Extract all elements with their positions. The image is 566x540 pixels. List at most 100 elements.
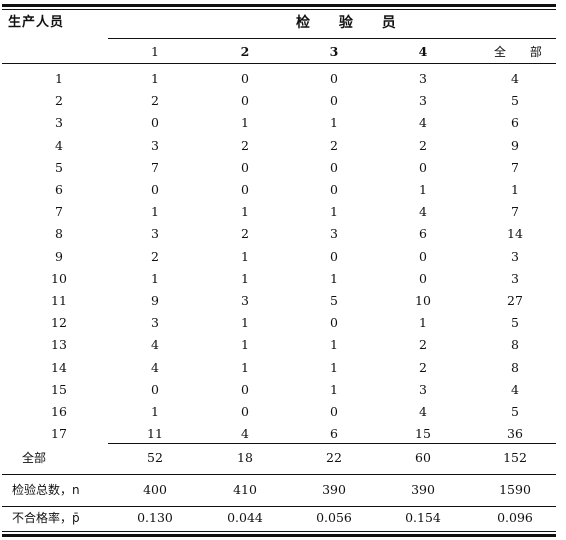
- header-rule: [2, 63, 556, 64]
- row-label: 3: [55, 115, 63, 130]
- table-cell: 4: [151, 360, 159, 375]
- summary-label: 检验总数，n: [12, 483, 80, 497]
- row-label: 15: [51, 382, 67, 397]
- table-cell: 1: [330, 115, 338, 130]
- table-cell: 0: [241, 404, 249, 419]
- table-cell: 1: [330, 382, 338, 397]
- summary-cell: 0.154: [405, 510, 441, 525]
- summary-rule: [2, 506, 556, 507]
- table-cell: 0: [330, 404, 338, 419]
- table-cell: 0: [419, 160, 427, 175]
- table-cell: 27: [507, 293, 523, 308]
- row-label: 12: [51, 315, 67, 330]
- table-cell: 6: [419, 226, 427, 241]
- row-label: 11: [51, 293, 67, 308]
- table-cell: 3: [419, 93, 427, 108]
- table-cell: 1: [330, 337, 338, 352]
- summary-cell: 1590: [499, 482, 531, 497]
- summary-cell: 0.044: [227, 510, 263, 525]
- table-cell: 3: [330, 226, 338, 241]
- row-label: 7: [55, 204, 63, 219]
- row-header-label: 生产人员: [8, 15, 65, 30]
- totals-rule: [108, 443, 556, 444]
- group-header-label: 检 验 员: [296, 15, 408, 31]
- table-cell: 2: [241, 138, 249, 153]
- table-cell: 4: [419, 115, 427, 130]
- table-cell: 3: [419, 71, 427, 86]
- table-cell: 36: [507, 426, 523, 441]
- table-cell: 0: [330, 93, 338, 108]
- summary-cell: 410: [233, 482, 257, 497]
- table-cell: 3: [511, 271, 519, 286]
- table-cell: 5: [330, 293, 338, 308]
- table-cell: 1: [330, 204, 338, 219]
- table-cell: 1: [241, 271, 249, 286]
- row-label: 6: [55, 182, 63, 197]
- table-cell: 0: [241, 160, 249, 175]
- table-cell: 1: [241, 315, 249, 330]
- row-label: 13: [51, 337, 67, 352]
- table-cell: 0: [151, 182, 159, 197]
- table-cell: 0: [241, 93, 249, 108]
- row-label: 1: [55, 71, 63, 86]
- table-cell: 3: [419, 382, 427, 397]
- table-cell: 1: [151, 204, 159, 219]
- table-cell: 0: [419, 249, 427, 264]
- table-cell: 0: [241, 71, 249, 86]
- table-cell: 0: [330, 315, 338, 330]
- table-cell: 0: [241, 182, 249, 197]
- row-label: 10: [51, 271, 67, 286]
- summary-label: 不合格率，p̄: [12, 511, 80, 525]
- table-cell: 5: [511, 404, 519, 419]
- bottom-rule-upper: [2, 531, 556, 532]
- row-label: 2: [55, 93, 63, 108]
- table-cell: 4: [419, 204, 427, 219]
- top-rule-secondary: [2, 9, 556, 10]
- table-cell: 2: [419, 138, 427, 153]
- table-cell: 2: [151, 93, 159, 108]
- table-cell: 3: [511, 249, 519, 264]
- table-cell: 4: [241, 426, 249, 441]
- inspector-header-4: 4: [418, 44, 428, 59]
- table-cell: 3: [151, 226, 159, 241]
- row-label: 14: [51, 360, 67, 375]
- table-cell: 1: [330, 271, 338, 286]
- table-cell: 1: [241, 360, 249, 375]
- summary-cell: 0.056: [316, 510, 352, 525]
- table-cell: 1: [419, 315, 427, 330]
- summary-cell: 0.130: [137, 510, 173, 525]
- table-cell: 1: [241, 115, 249, 130]
- inspector-header-3: 3: [329, 44, 339, 59]
- table-cell: 7: [511, 204, 519, 219]
- group-header-rule: [108, 38, 556, 39]
- table-cell: 1: [330, 360, 338, 375]
- table-cell: 1: [241, 249, 249, 264]
- table-cell: 3: [151, 315, 159, 330]
- table-cell: 2: [419, 337, 427, 352]
- table-cell: 1: [241, 204, 249, 219]
- summary-label: 全部: [22, 451, 47, 465]
- table-cell: 5: [511, 93, 519, 108]
- summary-cell: 390: [322, 482, 346, 497]
- table-cell: 15: [415, 426, 431, 441]
- summary-cell: 400: [143, 482, 167, 497]
- table-cell: 8: [511, 337, 519, 352]
- table-cell: 6: [330, 426, 338, 441]
- table-cell: 2: [419, 360, 427, 375]
- row-label: 16: [51, 404, 67, 419]
- table-cell: 4: [151, 337, 159, 352]
- row-label: 9: [55, 249, 63, 264]
- table-cell: 2: [330, 138, 338, 153]
- summary-cell: 0.096: [497, 510, 533, 525]
- table-cell: 4: [511, 71, 519, 86]
- table-cell: 0: [330, 160, 338, 175]
- inspector-header-2: 2: [240, 44, 250, 59]
- summary-cell: 60: [415, 450, 431, 465]
- row-label: 17: [51, 426, 67, 441]
- table-cell: 3: [241, 293, 249, 308]
- table-cell: 0: [151, 382, 159, 397]
- table-cell: 1: [419, 182, 427, 197]
- inspector-header-all: 全 部: [494, 45, 552, 59]
- table-cell: 6: [511, 115, 519, 130]
